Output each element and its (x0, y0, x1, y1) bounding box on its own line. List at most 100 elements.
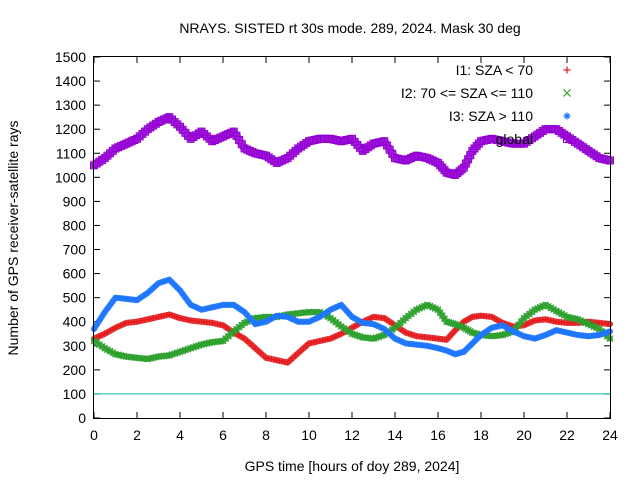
data-point (397, 337, 404, 344)
data-point (119, 140, 128, 149)
data-point (569, 330, 576, 337)
data-point (494, 323, 501, 330)
data-point (214, 303, 221, 310)
data-point (467, 342, 474, 349)
data-point (436, 161, 445, 170)
data-point (495, 136, 504, 145)
data-point (190, 303, 197, 310)
x-axis-label: GPS time [hours of doy 289, 2024] (245, 458, 460, 474)
data-point (259, 151, 268, 160)
data-point (306, 340, 312, 347)
data-point (600, 155, 609, 164)
data-point (208, 137, 217, 146)
data-point (302, 139, 311, 148)
data-point (253, 149, 262, 158)
data-point (479, 136, 488, 145)
data-point (409, 152, 418, 161)
data-point (319, 337, 326, 344)
data-point (270, 157, 279, 166)
data-point (268, 315, 275, 322)
data-point (134, 297, 140, 304)
data-point (486, 326, 493, 333)
legend-marker (563, 112, 571, 120)
data-point (271, 356, 278, 363)
data-point (592, 152, 601, 161)
data-point (383, 328, 390, 335)
data-point (402, 329, 409, 336)
data-point (515, 330, 522, 337)
data-point (202, 132, 211, 141)
x-tick-label: 0 (90, 427, 98, 443)
data-point (604, 329, 611, 336)
data-point (210, 136, 219, 145)
data-point (412, 151, 421, 160)
data-point (428, 156, 437, 165)
data-point (499, 322, 506, 329)
data-point (245, 146, 254, 155)
data-point (260, 319, 267, 326)
data-point (438, 312, 446, 320)
data-point (233, 303, 240, 310)
x-tick-label: 16 (430, 427, 446, 443)
data-point (439, 346, 446, 353)
data-point (173, 120, 182, 129)
data-point (420, 153, 429, 162)
data-point (166, 276, 173, 283)
data-point (337, 137, 346, 146)
data-point (331, 136, 340, 145)
legend: I1: SZA < 70 I2: 70 <= SZA <= 110 I3: SZA … (401, 62, 571, 147)
data-point (120, 321, 127, 328)
data-point (572, 331, 579, 338)
data-point (477, 137, 485, 146)
data-point (488, 324, 495, 331)
data-point (456, 322, 463, 330)
data-point (163, 312, 170, 319)
data-point (166, 311, 173, 318)
data-point (504, 325, 511, 332)
data-point (381, 325, 388, 332)
data-point (185, 316, 192, 323)
x-tick-label: 4 (176, 427, 184, 443)
data-point (288, 149, 297, 158)
data-point (468, 329, 476, 336)
data-point (104, 305, 111, 312)
data-point (490, 135, 499, 144)
data-point (518, 331, 525, 338)
data-point (443, 347, 450, 354)
data-point (308, 339, 315, 346)
data-point (135, 132, 144, 141)
data-point (327, 335, 334, 342)
data-point (155, 280, 162, 287)
data-point (174, 284, 181, 291)
data-point (177, 287, 183, 294)
data-point (449, 320, 457, 327)
x-tick-label: 20 (516, 427, 532, 443)
data-point (408, 331, 415, 338)
data-point (319, 312, 326, 319)
data-point (366, 141, 375, 150)
data-point (230, 301, 237, 308)
data-point (553, 327, 560, 334)
data-point (529, 318, 536, 325)
data-point (404, 155, 413, 164)
data-point (410, 332, 417, 339)
data-point (308, 308, 316, 316)
data-point (136, 318, 143, 325)
data-point (345, 135, 354, 144)
data-point (388, 149, 397, 158)
data-point (224, 130, 233, 139)
data-point (96, 317, 103, 324)
data-point (302, 308, 310, 316)
data-point (243, 145, 252, 154)
y-tick-label: 200 (63, 362, 87, 378)
x-tick-label: 10 (301, 427, 317, 443)
y-tick-label: 1500 (55, 49, 86, 65)
data-point (432, 344, 439, 351)
data-point (170, 117, 179, 126)
data-point (322, 310, 329, 317)
data-point (152, 314, 159, 321)
data-point (214, 321, 221, 328)
data-point (478, 331, 484, 338)
data-point (251, 149, 260, 158)
